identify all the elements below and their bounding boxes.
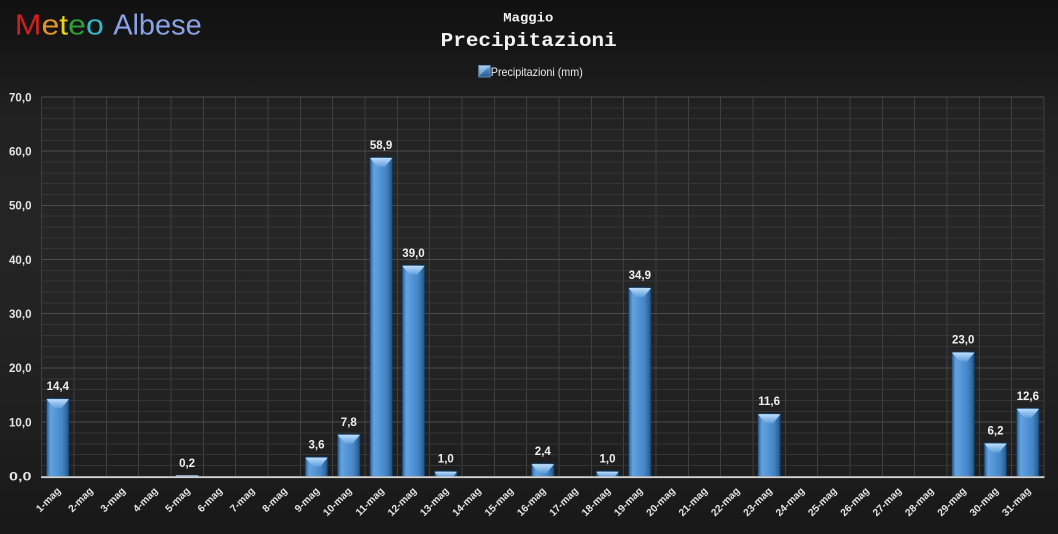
svg-text:2,4: 2,4	[535, 446, 552, 458]
svg-text:23,0: 23,0	[952, 335, 974, 347]
svg-text:0,0: 0,0	[9, 470, 32, 484]
svg-text:Precipitazioni (mm): Precipitazioni (mm)	[491, 65, 583, 79]
svg-text:58,9: 58,9	[370, 140, 392, 152]
svg-text:Maggio: Maggio	[503, 12, 553, 26]
svg-text:7,8: 7,8	[341, 417, 358, 429]
svg-text:Precipitazioni: Precipitazioni	[441, 30, 617, 52]
svg-text:30,0: 30,0	[9, 307, 32, 321]
svg-text:40,0: 40,0	[9, 253, 32, 267]
svg-text:Meteo: Meteo	[15, 10, 104, 42]
svg-text:Albese: Albese	[113, 10, 202, 42]
svg-text:10,0: 10,0	[9, 415, 32, 429]
svg-text:34,9: 34,9	[629, 270, 651, 282]
svg-text:60,0: 60,0	[9, 145, 32, 159]
svg-text:1,0: 1,0	[438, 454, 454, 466]
svg-text:39,0: 39,0	[402, 248, 424, 260]
svg-text:70,0: 70,0	[9, 90, 32, 104]
svg-text:50,0: 50,0	[9, 199, 32, 213]
svg-text:12,6: 12,6	[1017, 391, 1039, 403]
svg-text:6,2: 6,2	[988, 426, 1004, 438]
svg-text:1,0: 1,0	[600, 454, 616, 466]
svg-text:20,0: 20,0	[9, 361, 32, 375]
svg-text:14,4: 14,4	[47, 381, 70, 393]
svg-text:0,2: 0,2	[179, 458, 195, 470]
svg-text:11,6: 11,6	[758, 396, 780, 408]
svg-text:3,6: 3,6	[309, 440, 325, 452]
